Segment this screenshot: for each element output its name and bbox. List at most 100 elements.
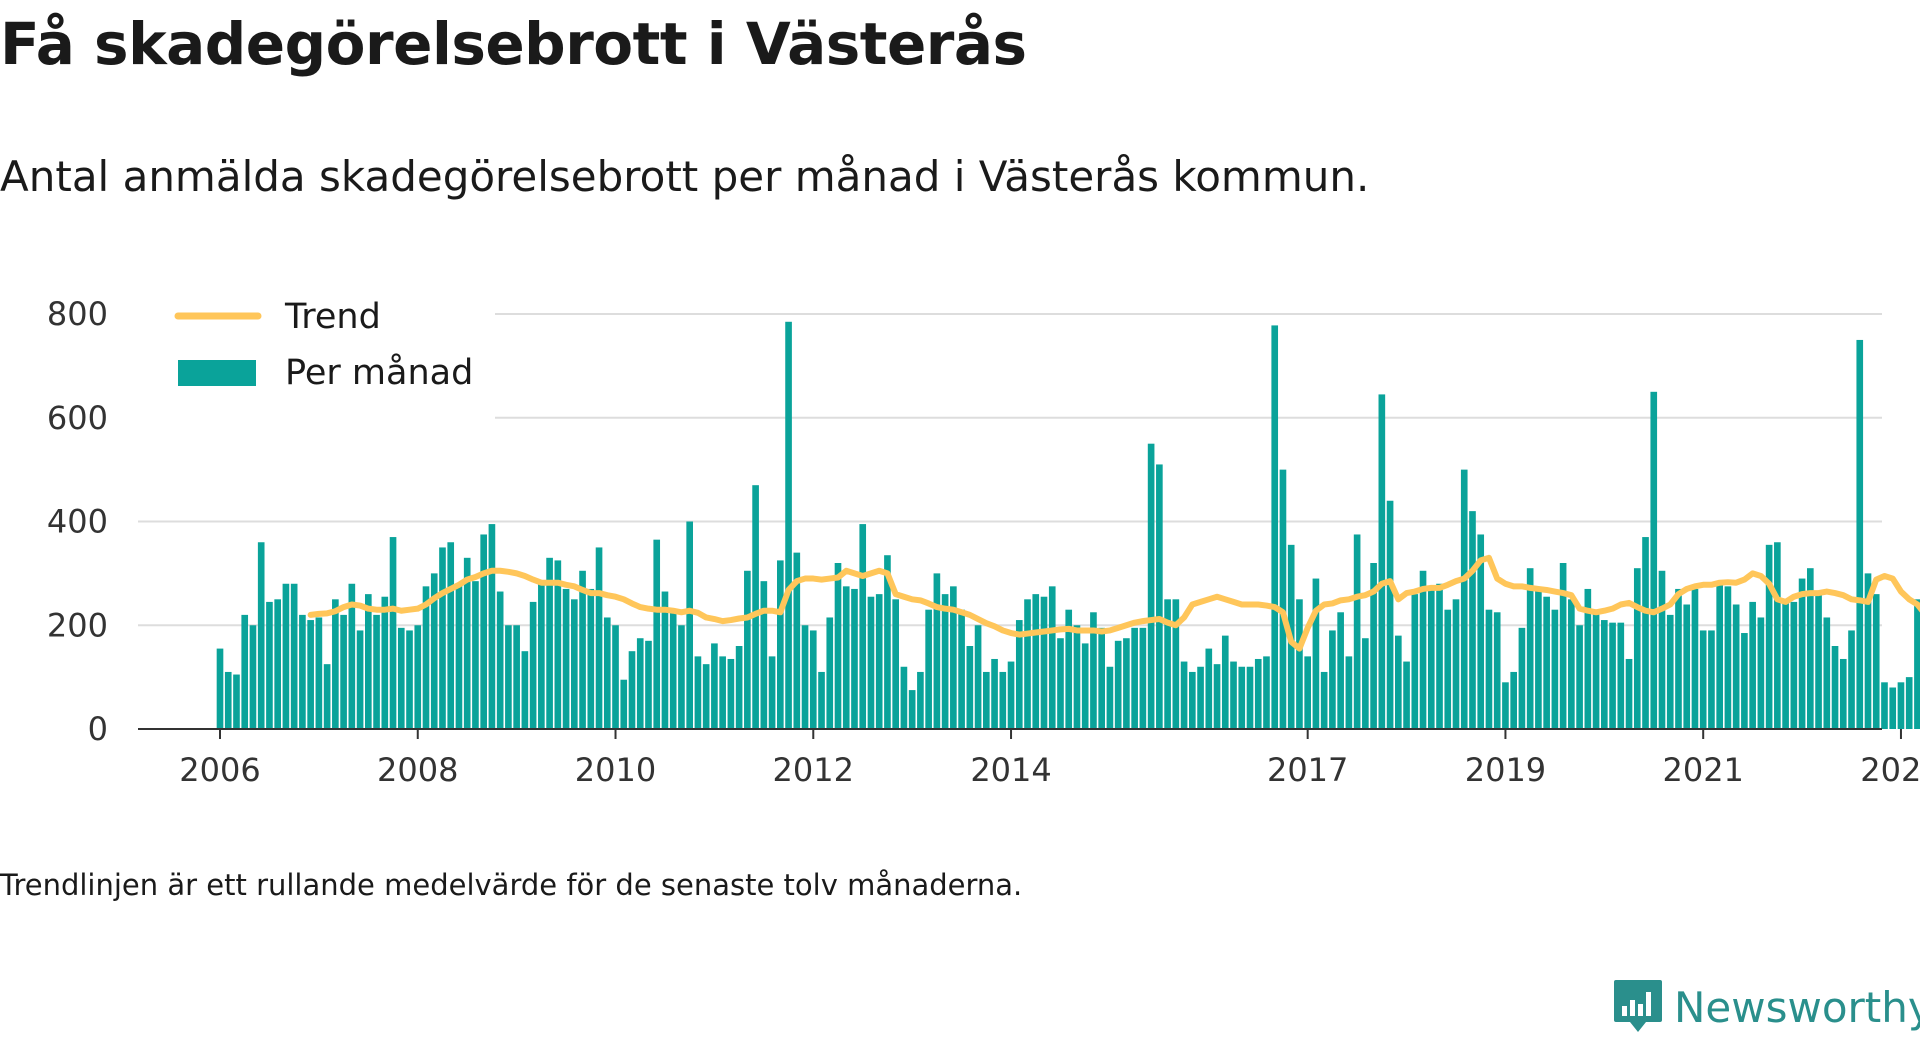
y-tick-label: 0 bbox=[88, 710, 108, 748]
bar bbox=[661, 591, 669, 729]
bar bbox=[859, 524, 867, 729]
bar bbox=[1518, 627, 1526, 729]
bar bbox=[1633, 568, 1641, 729]
bar bbox=[571, 599, 578, 729]
bar bbox=[1535, 588, 1542, 729]
bar bbox=[1864, 573, 1872, 730]
bar bbox=[447, 542, 455, 729]
bar bbox=[1131, 627, 1138, 729]
bar bbox=[365, 594, 372, 730]
bar bbox=[406, 630, 413, 729]
bar-chart: 0 200 400 600 800 2006 2008 2010 2012 2014 2017 20… bbox=[47, 295, 1920, 789]
bar bbox=[1106, 666, 1114, 729]
bar bbox=[1015, 620, 1023, 729]
bar bbox=[266, 601, 273, 729]
bar bbox=[1213, 664, 1221, 729]
bar bbox=[224, 671, 232, 729]
trend-line bbox=[307, 554, 1920, 652]
bar bbox=[702, 664, 710, 729]
bar bbox=[1741, 633, 1748, 729]
bar bbox=[340, 614, 347, 730]
bar bbox=[1370, 563, 1377, 729]
bar bbox=[257, 542, 265, 729]
bar bbox=[299, 614, 306, 730]
bar bbox=[1584, 588, 1592, 729]
bar bbox=[1065, 609, 1073, 729]
bar bbox=[1353, 534, 1361, 729]
bar bbox=[1427, 586, 1435, 729]
bar bbox=[249, 625, 257, 729]
bar bbox=[1708, 630, 1715, 729]
bar bbox=[1098, 627, 1105, 729]
bar bbox=[332, 599, 339, 729]
bar bbox=[991, 658, 998, 729]
bar bbox=[1221, 635, 1229, 730]
bar bbox=[1699, 630, 1707, 729]
bar bbox=[496, 591, 504, 729]
bar bbox=[1568, 599, 1575, 729]
bar bbox=[1114, 640, 1122, 729]
bar bbox=[917, 671, 924, 729]
bar bbox=[818, 671, 825, 729]
legend-trend-label: Trend bbox=[284, 297, 381, 337]
bar bbox=[669, 609, 677, 729]
bar bbox=[1485, 609, 1493, 729]
bar bbox=[1782, 599, 1789, 729]
bar bbox=[1765, 544, 1773, 729]
footnote: Trendlinjen är ett rullande medelvärde f… bbox=[0, 868, 1023, 902]
bar bbox=[381, 596, 389, 729]
bar bbox=[933, 573, 941, 730]
bar bbox=[1156, 464, 1163, 729]
bar bbox=[1691, 588, 1699, 729]
bar bbox=[290, 583, 298, 729]
bar bbox=[1452, 599, 1460, 729]
bar bbox=[612, 625, 619, 729]
bar bbox=[1905, 677, 1913, 730]
bar bbox=[1189, 671, 1196, 729]
bar bbox=[1205, 648, 1213, 729]
bar bbox=[1848, 630, 1855, 729]
bar bbox=[389, 537, 397, 729]
bar bbox=[1502, 682, 1509, 729]
bar bbox=[1889, 687, 1897, 729]
bar bbox=[1625, 658, 1633, 729]
bar bbox=[744, 570, 751, 729]
bar bbox=[1477, 534, 1485, 729]
bar bbox=[587, 588, 595, 729]
bar bbox=[1460, 469, 1468, 730]
bar bbox=[826, 617, 834, 729]
chart-subtitle: Antal anmälda skadegörelsebrott per måna… bbox=[0, 152, 1370, 201]
bar bbox=[1403, 661, 1410, 729]
bar bbox=[1040, 596, 1048, 729]
legend-bar-label: Per månad bbox=[285, 352, 473, 393]
bar bbox=[1914, 599, 1920, 729]
bar bbox=[1172, 599, 1180, 729]
bar bbox=[875, 594, 883, 730]
bar bbox=[1057, 638, 1064, 729]
newsworthy-logo-icon bbox=[1614, 980, 1662, 1032]
bar bbox=[925, 609, 932, 729]
bar bbox=[620, 679, 628, 729]
bar bbox=[974, 625, 982, 729]
bar bbox=[983, 671, 990, 729]
bar bbox=[430, 573, 438, 730]
bar bbox=[1716, 583, 1723, 729]
bar bbox=[1345, 656, 1353, 730]
bar bbox=[274, 599, 281, 729]
y-tick-label: 600 bbox=[47, 399, 108, 437]
bar bbox=[546, 557, 553, 729]
bar bbox=[1246, 666, 1254, 729]
legend: Trend Per månad bbox=[135, 297, 495, 430]
bar bbox=[1312, 578, 1320, 729]
bar bbox=[1790, 601, 1798, 729]
bars-per-month bbox=[216, 321, 1920, 730]
bar bbox=[793, 552, 801, 730]
bar bbox=[760, 581, 768, 729]
bar bbox=[636, 638, 644, 729]
bar bbox=[1296, 599, 1303, 729]
bar bbox=[727, 658, 735, 729]
bar bbox=[1362, 638, 1369, 729]
bar bbox=[1823, 617, 1831, 729]
bar bbox=[1419, 570, 1427, 729]
x-tick-label: 2006 bbox=[179, 751, 260, 789]
